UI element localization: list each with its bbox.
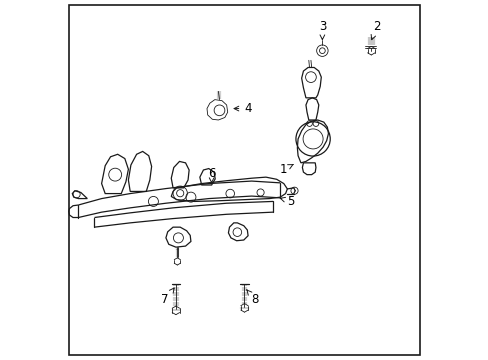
Text: 3: 3 (318, 20, 325, 40)
Text: 7: 7 (161, 288, 174, 306)
Text: 8: 8 (246, 290, 258, 306)
Text: 5: 5 (280, 195, 294, 208)
Text: 6: 6 (207, 167, 215, 183)
Text: 2: 2 (370, 20, 380, 40)
Text: 4: 4 (234, 102, 251, 115)
Text: 1: 1 (280, 163, 292, 176)
